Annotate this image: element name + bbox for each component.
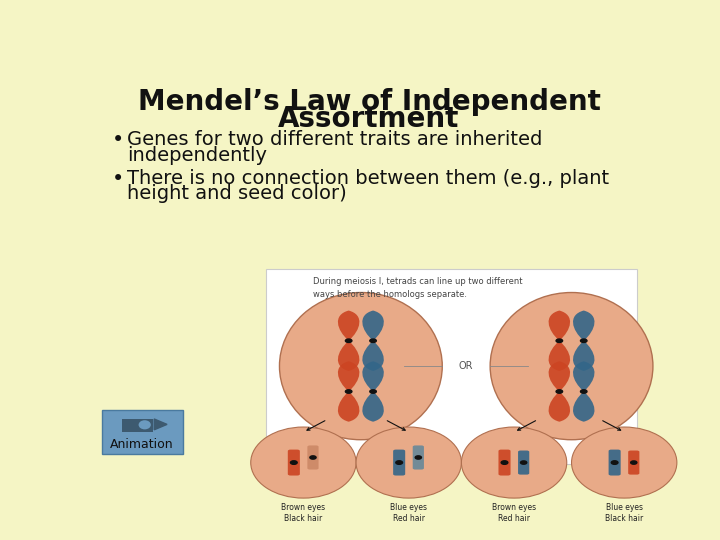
Circle shape <box>138 420 151 429</box>
Ellipse shape <box>251 427 356 498</box>
Circle shape <box>370 390 377 393</box>
Text: Assortment: Assortment <box>279 105 459 133</box>
Circle shape <box>310 456 316 459</box>
Text: Animation: Animation <box>110 438 174 451</box>
Circle shape <box>290 461 297 464</box>
Text: Mendel’s Law of Independent: Mendel’s Law of Independent <box>138 88 600 116</box>
PathPatch shape <box>338 341 359 371</box>
PathPatch shape <box>338 361 359 392</box>
Text: Brown eyes
Black hair: Brown eyes Black hair <box>282 503 325 523</box>
FancyBboxPatch shape <box>102 410 183 454</box>
PathPatch shape <box>549 392 570 422</box>
FancyBboxPatch shape <box>307 446 318 470</box>
Text: During meiosis I, tetrads can line up two different: During meiosis I, tetrads can line up tw… <box>313 278 523 286</box>
PathPatch shape <box>573 392 595 422</box>
FancyBboxPatch shape <box>518 450 529 475</box>
Circle shape <box>611 461 618 464</box>
Text: Genes for two different traits are inherited: Genes for two different traits are inher… <box>127 130 543 149</box>
Text: •: • <box>112 168 124 189</box>
PathPatch shape <box>573 341 595 371</box>
PathPatch shape <box>362 361 384 392</box>
Circle shape <box>580 339 587 342</box>
PathPatch shape <box>338 392 359 422</box>
Polygon shape <box>154 419 167 430</box>
PathPatch shape <box>573 310 595 341</box>
Ellipse shape <box>572 427 677 498</box>
Circle shape <box>521 461 527 464</box>
FancyBboxPatch shape <box>266 268 637 464</box>
Circle shape <box>346 390 352 393</box>
PathPatch shape <box>549 361 570 392</box>
Circle shape <box>556 339 562 342</box>
PathPatch shape <box>362 341 384 371</box>
Circle shape <box>631 461 637 464</box>
Text: There is no connection between them (e.g., plant: There is no connection between them (e.g… <box>127 168 609 188</box>
Ellipse shape <box>490 293 653 440</box>
Text: height and seed color): height and seed color) <box>127 184 347 203</box>
PathPatch shape <box>549 341 570 371</box>
Circle shape <box>556 390 562 393</box>
FancyBboxPatch shape <box>393 450 405 476</box>
Text: Blue eyes
Black hair: Blue eyes Black hair <box>605 503 644 523</box>
FancyBboxPatch shape <box>122 418 153 432</box>
FancyBboxPatch shape <box>608 450 621 476</box>
Text: OR: OR <box>459 361 474 371</box>
Ellipse shape <box>356 427 462 498</box>
Ellipse shape <box>279 293 442 440</box>
Text: ways before the homologs separate.: ways before the homologs separate. <box>313 290 467 299</box>
PathPatch shape <box>362 392 384 422</box>
PathPatch shape <box>362 310 384 341</box>
Circle shape <box>415 456 421 459</box>
Text: Blue eyes
Red hair: Blue eyes Red hair <box>390 503 427 523</box>
FancyBboxPatch shape <box>288 450 300 476</box>
Circle shape <box>501 461 508 464</box>
Text: independently: independently <box>127 146 267 165</box>
Circle shape <box>580 390 587 393</box>
PathPatch shape <box>338 310 359 341</box>
Circle shape <box>346 339 352 342</box>
Circle shape <box>396 461 402 464</box>
FancyBboxPatch shape <box>498 450 510 476</box>
Text: Brown eyes
Red hair: Brown eyes Red hair <box>492 503 536 523</box>
Circle shape <box>370 339 377 342</box>
FancyBboxPatch shape <box>413 446 424 470</box>
Text: •: • <box>112 130 124 150</box>
Ellipse shape <box>462 427 567 498</box>
PathPatch shape <box>549 310 570 341</box>
FancyBboxPatch shape <box>628 450 639 475</box>
PathPatch shape <box>573 361 595 392</box>
